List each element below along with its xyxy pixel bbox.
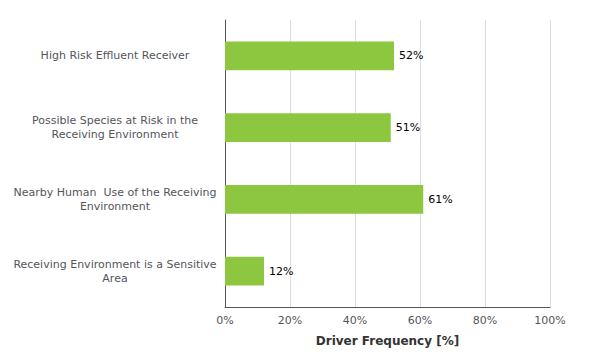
svg-text:High Risk Effluent Receiver: High Risk Effluent Receiver [41,49,190,62]
svg-text:Driver Frequency [%]: Driver Frequency [%] [316,334,459,348]
svg-text:Receiving Environment is a Sen: Receiving Environment is a Sensitive [13,258,216,271]
svg-text:Nearby Human Use of the Recei: Nearby Human Use of the Receiving [14,186,217,199]
svg-text:40%: 40% [343,314,367,327]
svg-text:61%: 61% [428,193,452,206]
svg-text:20%: 20% [278,314,302,327]
svg-text:Receiving Environment: Receiving Environment [51,128,179,141]
svg-text:51%: 51% [396,121,420,134]
svg-text:Environment: Environment [80,200,151,213]
svg-text:100%: 100% [534,314,565,327]
svg-text:Possible Species at Risk in th: Possible Species at Risk in the [32,114,198,127]
svg-text:Area: Area [102,272,127,285]
svg-text:0%: 0% [216,314,233,327]
svg-text:12%: 12% [269,265,293,278]
svg-text:80%: 80% [473,314,497,327]
svg-text:52%: 52% [399,49,423,62]
svg-text:60%: 60% [408,314,432,327]
